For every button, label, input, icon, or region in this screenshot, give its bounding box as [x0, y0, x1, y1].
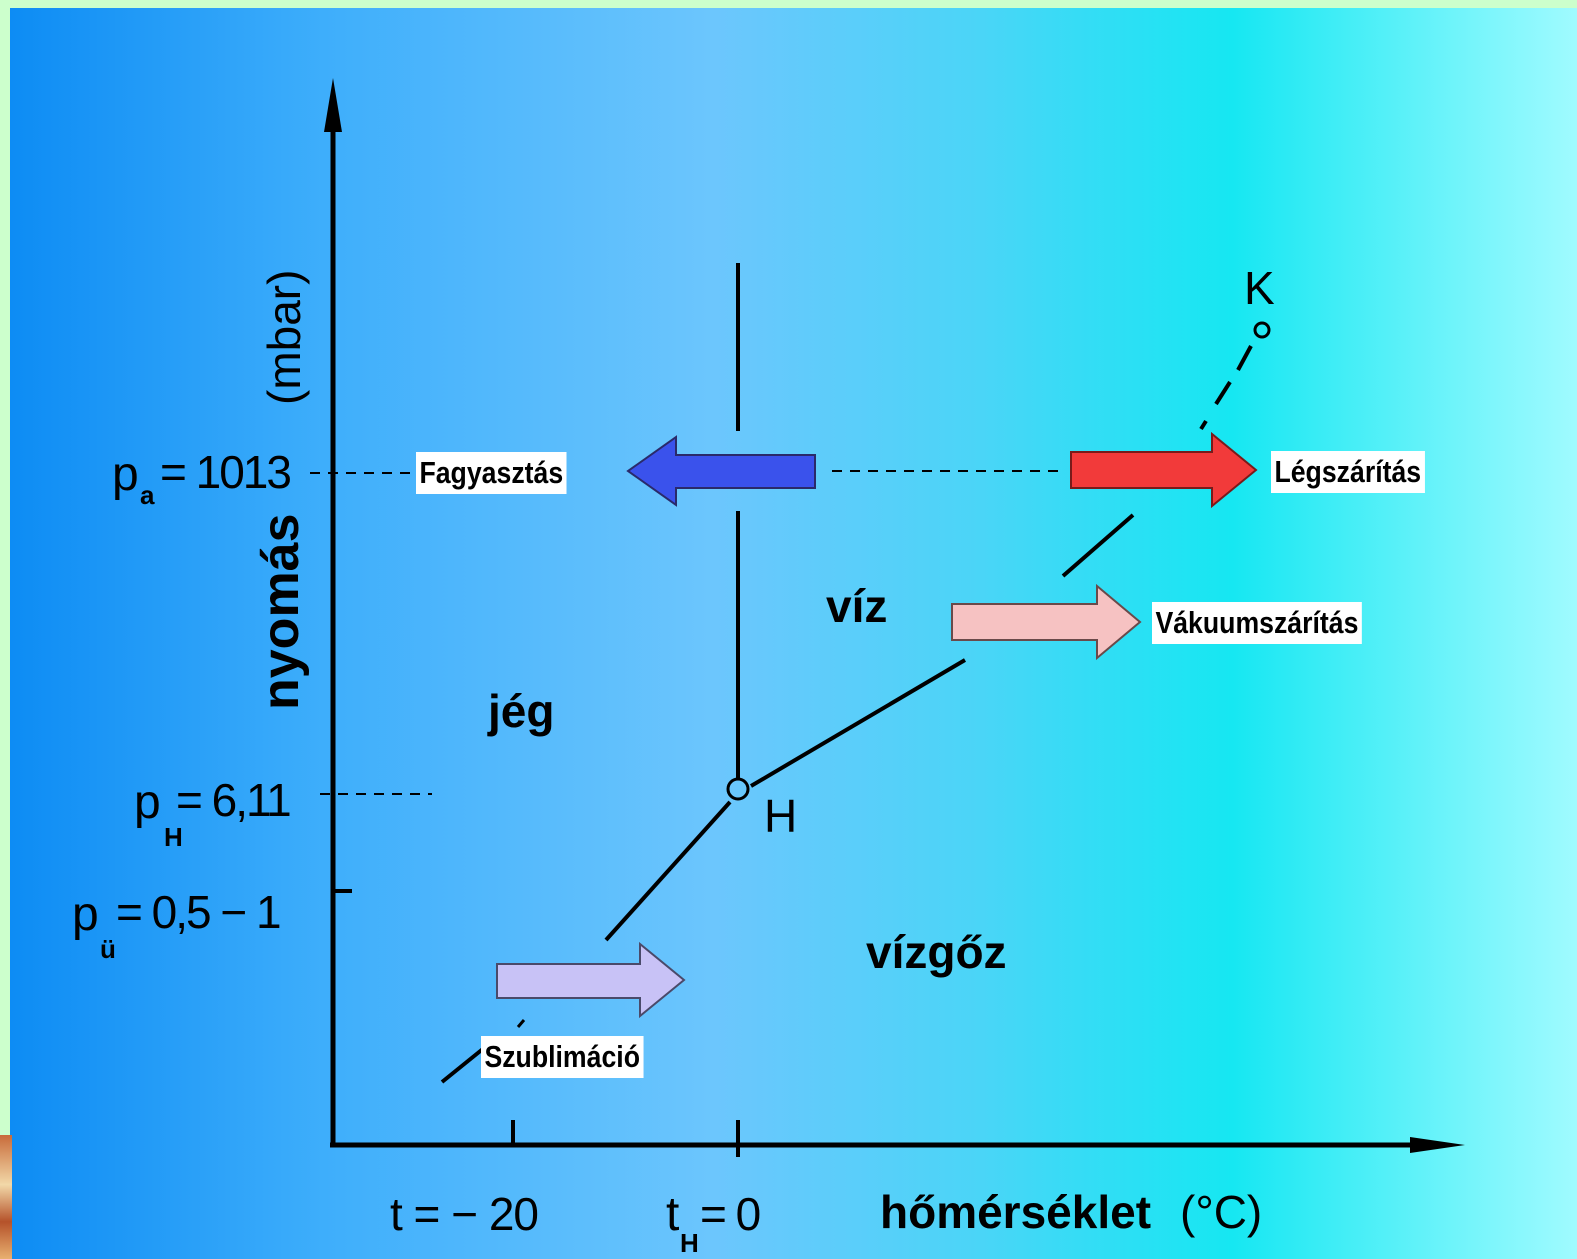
air-drying-label: Légszárítás — [1271, 451, 1425, 493]
x-tick-label-tH-symbol: t — [666, 1188, 679, 1241]
x-axis-unit: (°C) — [1180, 1186, 1262, 1238]
logo-fragment — [0, 1135, 12, 1259]
region-label-water: víz — [826, 580, 887, 632]
y-tick-label-pH-subscript: H — [164, 822, 183, 852]
y-tick-label-pu-value: = 0,5 − 1 — [116, 886, 280, 938]
critical-point-label: K — [1244, 262, 1275, 314]
triple-point-marker — [726, 777, 750, 801]
sublimation-label: Szublimáció — [481, 1036, 644, 1078]
critical-point-marker — [1253, 321, 1271, 339]
vaporization-curve-dash-3 — [1236, 345, 1253, 371]
y-axis-arrowhead — [324, 78, 342, 132]
y-tick-label-pH-value: = 6,11 — [176, 774, 290, 826]
y-tick-label-pa-symbol: p — [112, 448, 139, 501]
y-tick-label-pa-value: = 1013 — [160, 446, 290, 498]
vaporization-curve-dash-2 — [1214, 380, 1232, 406]
vacuum-drying-arrow — [951, 583, 1142, 661]
vaporization-curve-dash-1 — [1199, 419, 1208, 431]
freezing-label: Fagyasztás — [416, 452, 567, 494]
x-tick-label-t20: t = − 20 — [390, 1188, 538, 1240]
region-label-ice: jég — [487, 685, 554, 737]
x-tick-label-tH-value: = 0 — [700, 1188, 760, 1240]
region-label-vapor: vízgőz — [866, 926, 1007, 978]
vacuum-drying-label: Vákuumszárítás — [1152, 602, 1362, 644]
sublimation-curve-mark — [516, 1019, 526, 1028]
y-tick-label-pu-subscript: ü — [100, 934, 116, 964]
y-tick-label-pa-subscript: a — [140, 480, 155, 510]
y-axis-unit: (mbar) — [258, 270, 310, 405]
y-tick-label-pu-symbol: p — [72, 888, 99, 941]
y-tick-label-pH-symbol: p — [134, 776, 161, 829]
sublimation-arrow — [496, 941, 686, 1019]
freezing-arrow — [626, 435, 816, 507]
vaporization-curve-mid — [1061, 513, 1135, 578]
x-tick-label-tH-subscript: H — [680, 1228, 699, 1258]
vaporization-curve-lower — [749, 658, 967, 788]
sublimation-curve-upper — [604, 800, 732, 942]
x-axis-arrowhead — [1410, 1137, 1465, 1153]
x-axis-label: hőmérséklet — [880, 1186, 1151, 1238]
air-drying-arrow — [1070, 431, 1258, 509]
y-axis-label: nyomás — [252, 513, 310, 710]
triple-point-label: H — [764, 790, 797, 842]
